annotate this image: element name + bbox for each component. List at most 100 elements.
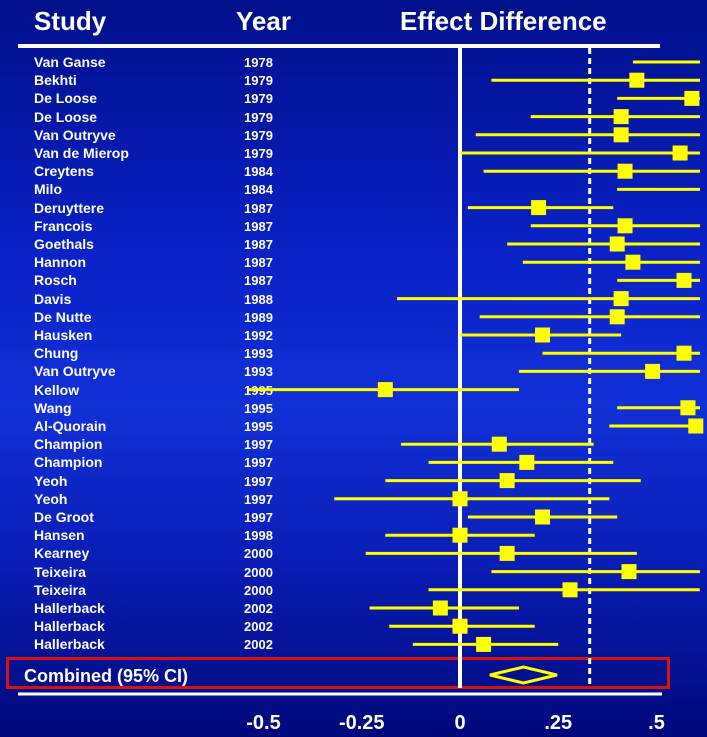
study-name: Bekhti <box>34 72 77 89</box>
study-name: Teixeira <box>34 581 86 598</box>
study-name: Hannon <box>34 254 87 271</box>
study-year: 2000 <box>244 582 273 598</box>
study-name: Hausken <box>34 327 93 343</box>
study-name: Goethals <box>34 236 94 252</box>
effect-marker <box>519 454 535 470</box>
study-year: 1987 <box>244 200 273 216</box>
study-year: 1995 <box>244 419 273 434</box>
study-year: 1997 <box>244 455 273 471</box>
study-name: Wang <box>34 399 72 416</box>
study-year: 1979 <box>244 73 273 89</box>
study-name: Van de Mierop <box>34 145 129 161</box>
x-tick-label: .5 <box>648 712 665 734</box>
study-column-header: Study <box>34 6 107 36</box>
study-year: 1992 <box>244 328 273 343</box>
effect-marker <box>629 72 645 88</box>
study-year: 1993 <box>244 364 273 380</box>
combined-label: Combined (95% CI) <box>24 666 189 686</box>
effect-marker <box>476 636 492 652</box>
effect-marker <box>672 145 688 161</box>
study-year: 1997 <box>244 437 273 453</box>
study-year: 1979 <box>244 91 273 107</box>
study-year: 1979 <box>244 146 273 161</box>
effect-marker <box>645 363 661 379</box>
study-year: 1995 <box>244 400 273 416</box>
study-name: Van Ganse <box>34 54 106 70</box>
study-year: 2002 <box>244 601 273 616</box>
study-name: Champion <box>34 436 103 453</box>
effect-column-header: Effect Difference <box>400 6 607 36</box>
effect-marker <box>499 545 515 561</box>
effect-marker <box>377 382 393 398</box>
effect-marker <box>621 564 637 580</box>
x-tick-label: .25 <box>544 712 572 734</box>
study-name: Creytens <box>34 163 94 180</box>
effect-marker <box>535 509 551 525</box>
study-year: 1987 <box>244 218 273 234</box>
study-year: 2000 <box>244 546 273 562</box>
x-tick-label: -0.5 <box>246 712 280 734</box>
study-name: De Loose <box>34 90 98 107</box>
study-name: Davis <box>34 290 72 307</box>
effect-marker <box>432 600 448 616</box>
study-name: De Groot <box>34 509 94 525</box>
study-year: 1987 <box>244 237 273 252</box>
effect-marker <box>617 163 633 179</box>
study-year: 1978 <box>244 55 273 70</box>
header-rule <box>18 44 660 48</box>
study-year: 1979 <box>244 109 273 125</box>
study-name: De Nutte <box>34 308 92 325</box>
study-year: 2002 <box>244 637 273 653</box>
effect-marker <box>609 236 625 252</box>
combined-diamond <box>489 665 558 685</box>
study-name: Van Outryve <box>34 126 116 143</box>
study-name: Yeoh <box>34 472 68 489</box>
study-year: 1979 <box>244 127 273 143</box>
year-column-header: Year <box>236 6 291 36</box>
effect-marker <box>676 345 692 361</box>
study-name: Francois <box>34 217 93 234</box>
effect-marker <box>617 218 633 234</box>
effect-marker <box>562 582 578 598</box>
study-name: Yeoh <box>34 490 68 507</box>
study-name: Chung <box>34 345 79 362</box>
study-name: Hallerback <box>34 618 105 635</box>
study-name: Kellow <box>34 381 80 398</box>
study-name: Hallerback <box>34 600 105 616</box>
effect-marker <box>684 90 700 106</box>
effect-marker <box>491 436 507 452</box>
study-name: Milo <box>34 181 62 198</box>
study-year: 1984 <box>244 182 273 198</box>
study-year: 1987 <box>244 255 273 271</box>
study-name: Hallerback <box>34 636 105 653</box>
study-name: Rosch <box>34 272 77 289</box>
study-year: 1997 <box>244 473 273 489</box>
study-year: 1998 <box>244 528 273 544</box>
effect-marker <box>535 327 551 343</box>
effect-marker <box>452 491 468 507</box>
study-year: 1997 <box>244 491 273 507</box>
study-year: 1988 <box>244 291 273 307</box>
effect-marker <box>625 254 641 270</box>
effect-marker <box>499 473 515 489</box>
study-year: 1987 <box>244 273 273 289</box>
study-year: 2002 <box>244 619 273 635</box>
study-year: 2000 <box>244 564 273 580</box>
study-name: Champion <box>34 454 103 471</box>
study-name: Al-Quorain <box>34 418 107 434</box>
study-year: 1989 <box>244 309 273 325</box>
effect-marker <box>452 527 468 543</box>
study-name: Deruyttere <box>34 199 105 216</box>
effect-marker <box>452 618 468 634</box>
x-tick-label: -0.25 <box>339 712 385 734</box>
effect-marker <box>680 400 696 416</box>
x-tick-label: 0 <box>454 712 465 734</box>
effect-marker <box>688 418 704 434</box>
study-year: 1993 <box>244 346 273 362</box>
effect-marker <box>613 291 629 307</box>
study-name: Kearney <box>34 545 90 562</box>
effect-marker <box>676 272 692 288</box>
effect-marker <box>531 200 547 216</box>
study-year: 1997 <box>244 510 273 525</box>
